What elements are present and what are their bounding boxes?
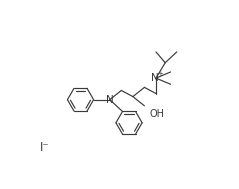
Text: OH: OH [149, 109, 164, 119]
Text: N: N [151, 73, 159, 83]
Text: I⁻: I⁻ [39, 141, 49, 154]
Text: N: N [106, 95, 114, 105]
Text: +: + [158, 71, 163, 77]
